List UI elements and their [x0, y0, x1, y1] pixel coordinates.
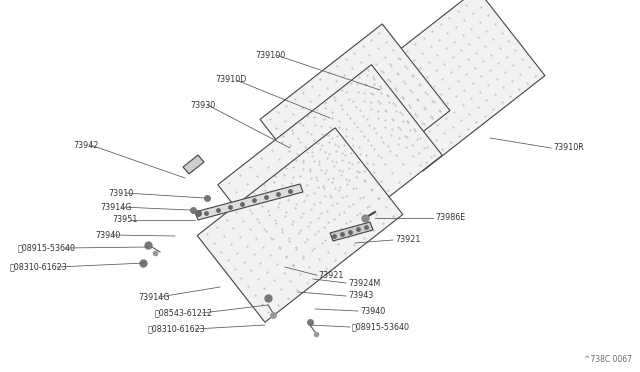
Text: Ⓢ08310-61623: Ⓢ08310-61623	[148, 324, 205, 334]
Text: 73914G: 73914G	[138, 292, 170, 301]
Polygon shape	[197, 128, 403, 322]
Text: 73910: 73910	[108, 189, 133, 198]
Polygon shape	[355, 0, 545, 171]
Text: Ⓥ08915-53640: Ⓥ08915-53640	[352, 323, 410, 331]
Text: 73942: 73942	[73, 141, 99, 150]
Text: 73924M: 73924M	[348, 279, 380, 288]
Text: 73930: 73930	[190, 100, 215, 109]
Text: 73910R: 73910R	[553, 144, 584, 153]
Polygon shape	[260, 24, 450, 206]
Text: Ⓦ08915-53640: Ⓦ08915-53640	[18, 244, 76, 253]
Text: 73910D: 73910D	[215, 76, 246, 84]
Text: 73951: 73951	[112, 215, 138, 224]
Polygon shape	[195, 184, 303, 220]
Text: 73940: 73940	[95, 231, 120, 240]
Text: 73921: 73921	[395, 235, 420, 244]
Polygon shape	[330, 222, 373, 241]
Text: ^738C 0067: ^738C 0067	[584, 355, 632, 364]
Polygon shape	[218, 65, 442, 275]
Polygon shape	[183, 155, 204, 174]
Text: 73940: 73940	[360, 307, 385, 315]
Text: Ⓢ08543-61212: Ⓢ08543-61212	[155, 308, 213, 317]
Text: Ⓢ08310-61623: Ⓢ08310-61623	[10, 263, 68, 272]
Text: 73943: 73943	[348, 292, 373, 301]
Text: 739100: 739100	[255, 51, 285, 60]
Text: 73921: 73921	[318, 270, 344, 279]
Text: 73986E: 73986E	[435, 214, 465, 222]
Text: 73914G: 73914G	[100, 202, 131, 212]
